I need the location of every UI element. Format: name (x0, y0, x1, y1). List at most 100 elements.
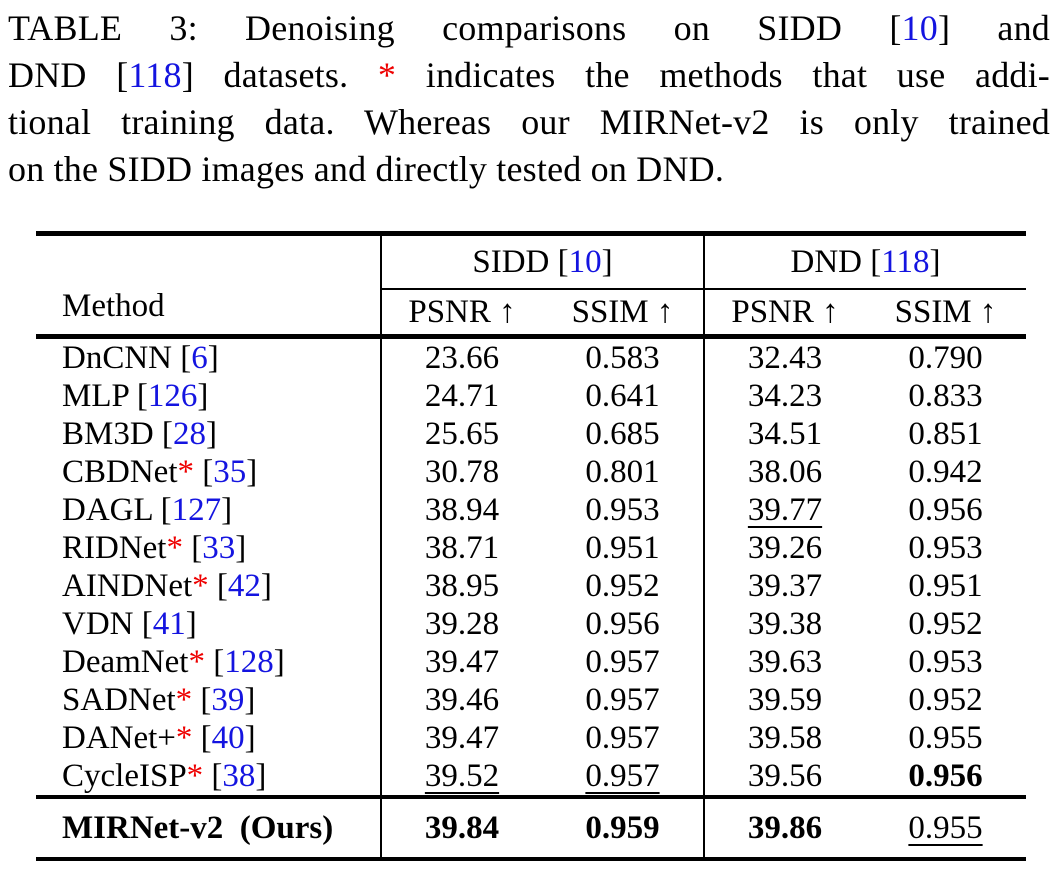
text-segment: on the SIDD images and directly tested o… (8, 149, 725, 189)
method-cell: MLP [126] (36, 377, 381, 415)
citation-link[interactable]: 28 (172, 415, 206, 452)
caption-line: TABLE 3: Denoising comparisons on SIDD [… (8, 5, 1050, 52)
text-segment: ] (244, 681, 256, 718)
citation-link[interactable]: 33 (202, 529, 236, 566)
metric-value: 24.71 (424, 377, 500, 414)
citation-link[interactable]: 128 (224, 643, 274, 680)
value-cell: 39.63 (703, 643, 865, 681)
metric-value: 0.957 (585, 681, 660, 718)
value-cell: 30.78 (380, 453, 542, 491)
method-cell: CBDNet* [35] (36, 453, 381, 491)
method-cell: RIDNet* [33] (36, 529, 381, 567)
table-row: BM3D [28] 25.65 0.685 34.51 0.851 (36, 415, 1026, 453)
citation-link[interactable]: 41 (152, 605, 186, 642)
text-segment: ] (185, 605, 197, 642)
value-cell: 39.59 (703, 681, 865, 719)
metric-value: 0.957 (585, 757, 660, 794)
metric-value: 25.65 (424, 415, 500, 452)
text-segment: DANet+ (62, 719, 176, 756)
metric-value: 38.06 (747, 453, 823, 490)
text-segment: MLP [ (62, 377, 148, 414)
metric-value: 39.28 (424, 605, 500, 642)
value-cell: 34.23 (703, 377, 865, 415)
table-row: AINDNet* [42] 38.95 0.952 39.37 0.951 (36, 567, 1026, 605)
text-segment: CBDNet (62, 453, 178, 490)
value-cell: 0.951 (865, 567, 1026, 605)
table-row: CBDNet* [35] 30.78 0.801 38.06 0.942 (36, 453, 1026, 491)
citation-link[interactable]: 126 (147, 377, 198, 414)
col-header-sidd-psnr: PSNR ↑ (380, 288, 542, 339)
value-cell: 39.84 (380, 795, 542, 861)
text-segment: DND [ (790, 243, 882, 280)
metric-value: 39.58 (747, 719, 823, 756)
value-cell: 39.58 (703, 719, 865, 757)
metric-value: 39.38 (747, 605, 823, 642)
citation-link[interactable]: 6 (191, 339, 208, 376)
text-segment: DND [ (8, 55, 129, 95)
value-cell: 0.953 (865, 529, 1026, 567)
metric-value: 0.955 (908, 809, 983, 846)
metric-value: 39.86 (747, 809, 823, 846)
text-segment: [ (182, 529, 203, 566)
citation-link[interactable]: 38 (222, 757, 256, 794)
citation-link[interactable]: 35 (213, 453, 247, 490)
citation-link[interactable]: 40 (211, 719, 245, 756)
metric-value: 0.953 (585, 491, 660, 528)
value-cell: 0.952 (865, 605, 1026, 643)
citation-link[interactable]: 10 (568, 243, 602, 280)
text-segment: ] (246, 453, 258, 490)
value-cell: 0.801 (542, 453, 704, 491)
metric-value: 39.63 (747, 643, 823, 680)
star-marker: * (166, 529, 183, 566)
table-row: DAGL [127] 38.94 0.953 39.77 0.956 (36, 491, 1026, 529)
method-cell: DAGL [127] (36, 491, 381, 529)
citation-link[interactable]: 39 (211, 681, 245, 718)
method-cell: CycleISP* [38] (36, 757, 381, 797)
text-segment: ] (273, 643, 285, 680)
value-cell: 39.46 (380, 681, 542, 719)
value-cell: 39.47 (380, 643, 542, 681)
metric-value: 34.51 (747, 415, 823, 452)
metric-value: 0.957 (585, 719, 660, 756)
metric-value: 39.46 (424, 681, 500, 718)
value-cell: 0.955 (865, 795, 1027, 861)
citation-link[interactable]: 118 (881, 243, 930, 280)
text-segment: VDN [ (62, 605, 153, 642)
group-header-sidd: SIDD [10] (380, 231, 704, 289)
group-header-row: Method SIDD [10] DND [118] (36, 231, 1027, 339)
metric-value: 39.52 (424, 757, 500, 794)
value-cell: 38.95 (380, 567, 542, 605)
value-cell: 39.38 (703, 605, 865, 643)
final-row-section: MIRNet-v2 (Ours) 39.84 0.959 39.86 0.955 (36, 795, 1027, 861)
citation-link[interactable]: 42 (227, 567, 261, 604)
value-cell: 0.833 (865, 377, 1026, 415)
text-segment: ] (255, 757, 267, 794)
value-cell: 0.942 (865, 453, 1026, 491)
text-segment: SIDD [ (472, 243, 569, 280)
text-segment: ] (244, 719, 256, 756)
table-row: CycleISP* [38] 39.52 0.957 39.56 0.956 (36, 757, 1026, 797)
table-body: DnCNN [6] 23.66 0.583 32.43 0.790 MLP [126] 24… (36, 336, 1026, 797)
value-cell: 38.71 (380, 529, 542, 567)
text-segment: TABLE 3: Denoising comparisons on SIDD [ (8, 8, 902, 48)
text-segment: indicates the methods that use addi- (396, 55, 1050, 95)
citation-link[interactable]: 118 (128, 55, 182, 95)
citation-link[interactable]: 127 (171, 491, 222, 528)
citation-link[interactable]: 10 (901, 8, 938, 48)
value-cell: 39.86 (703, 795, 865, 861)
metric-value: 0.583 (585, 339, 660, 376)
value-cell: 0.851 (865, 415, 1026, 453)
method-cell: DANet+* [40] (36, 719, 381, 757)
text-segment: SADNet (62, 681, 176, 718)
star-marker: * (175, 681, 193, 718)
value-cell: 0.957 (542, 681, 704, 719)
metric-value: 0.951 (585, 529, 660, 566)
value-cell: 39.56 (703, 757, 865, 797)
metric-value: 0.851 (908, 415, 983, 452)
star-marker: * (377, 55, 397, 95)
group-header-dnd: DND [118] (702, 231, 1027, 289)
value-cell: 0.790 (865, 337, 1026, 378)
value-cell: 0.953 (865, 643, 1026, 681)
metric-value: 0.955 (908, 719, 983, 756)
value-cell: 0.952 (865, 681, 1026, 719)
